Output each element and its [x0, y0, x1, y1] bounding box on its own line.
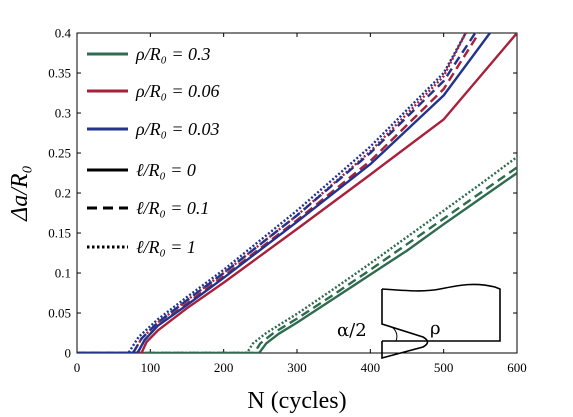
x-axis-label: N (cycles)	[247, 388, 346, 414]
series-line-9	[77, 33, 467, 353]
legend-label-6: ℓ/R₀ = 1	[136, 237, 196, 257]
series-layer	[77, 33, 517, 353]
x-tick-label: 200	[214, 360, 234, 375]
plot-area	[76, 32, 518, 354]
legend-label-5: ℓ/R₀ = 0.1	[136, 198, 209, 218]
x-tick-label: 600	[507, 360, 527, 375]
legend-label-1: ρ/R₀ = 0.3	[135, 44, 211, 64]
legend-label-4: ℓ/R₀ = 0	[136, 160, 196, 180]
series-line-3	[77, 156, 517, 353]
legend-label-3: ρ/R₀ = 0.03	[135, 119, 220, 139]
y-tick-label: 0.4	[55, 26, 72, 41]
x-tick-label: 400	[361, 360, 381, 375]
notch-outline	[381, 283, 501, 360]
y-tick-label: 0.2	[55, 186, 71, 201]
x-tick-label: 100	[141, 360, 161, 375]
x-tick-label: 0	[74, 360, 81, 375]
series-line-1	[77, 172, 517, 353]
y-tick-label: 0.35	[48, 66, 71, 81]
x-tick-label: 500	[434, 360, 454, 375]
y-tick-label: 0.3	[55, 106, 71, 121]
y-tick-label: 0	[65, 346, 72, 361]
inset-rho-label: ρ	[430, 318, 441, 339]
x-tick-label: 300	[287, 360, 307, 375]
legend: ρ/R₀ = 0.3 ρ/R₀ = 0.06 ρ/R₀ = 0.03 ℓ/R₀ = 0…	[87, 44, 220, 257]
notch-schematic: α/2 ρ	[337, 283, 501, 360]
angle-arc	[391, 326, 398, 342]
y-tick-label: 0.05	[48, 306, 71, 321]
y-tick-label: 0.25	[48, 146, 71, 161]
series-line-7	[77, 33, 491, 353]
y-tick-label: 0.15	[48, 226, 71, 241]
series-line-2	[77, 166, 517, 353]
y-axis-label: Δa/R₀	[7, 165, 33, 222]
x-axis: 0 100 200 300 400 500 600	[74, 33, 527, 375]
legend-label-2: ρ/R₀ = 0.06	[135, 81, 220, 101]
series-line-8	[77, 33, 477, 353]
inset-alpha-label: α/2	[337, 320, 367, 341]
series-line-4	[77, 33, 517, 353]
y-axis: 0 0.05 0.1 0.15 0.2 0.25 0.3 0.35 0.4	[48, 26, 517, 361]
y-tick-label: 0.1	[55, 266, 71, 281]
